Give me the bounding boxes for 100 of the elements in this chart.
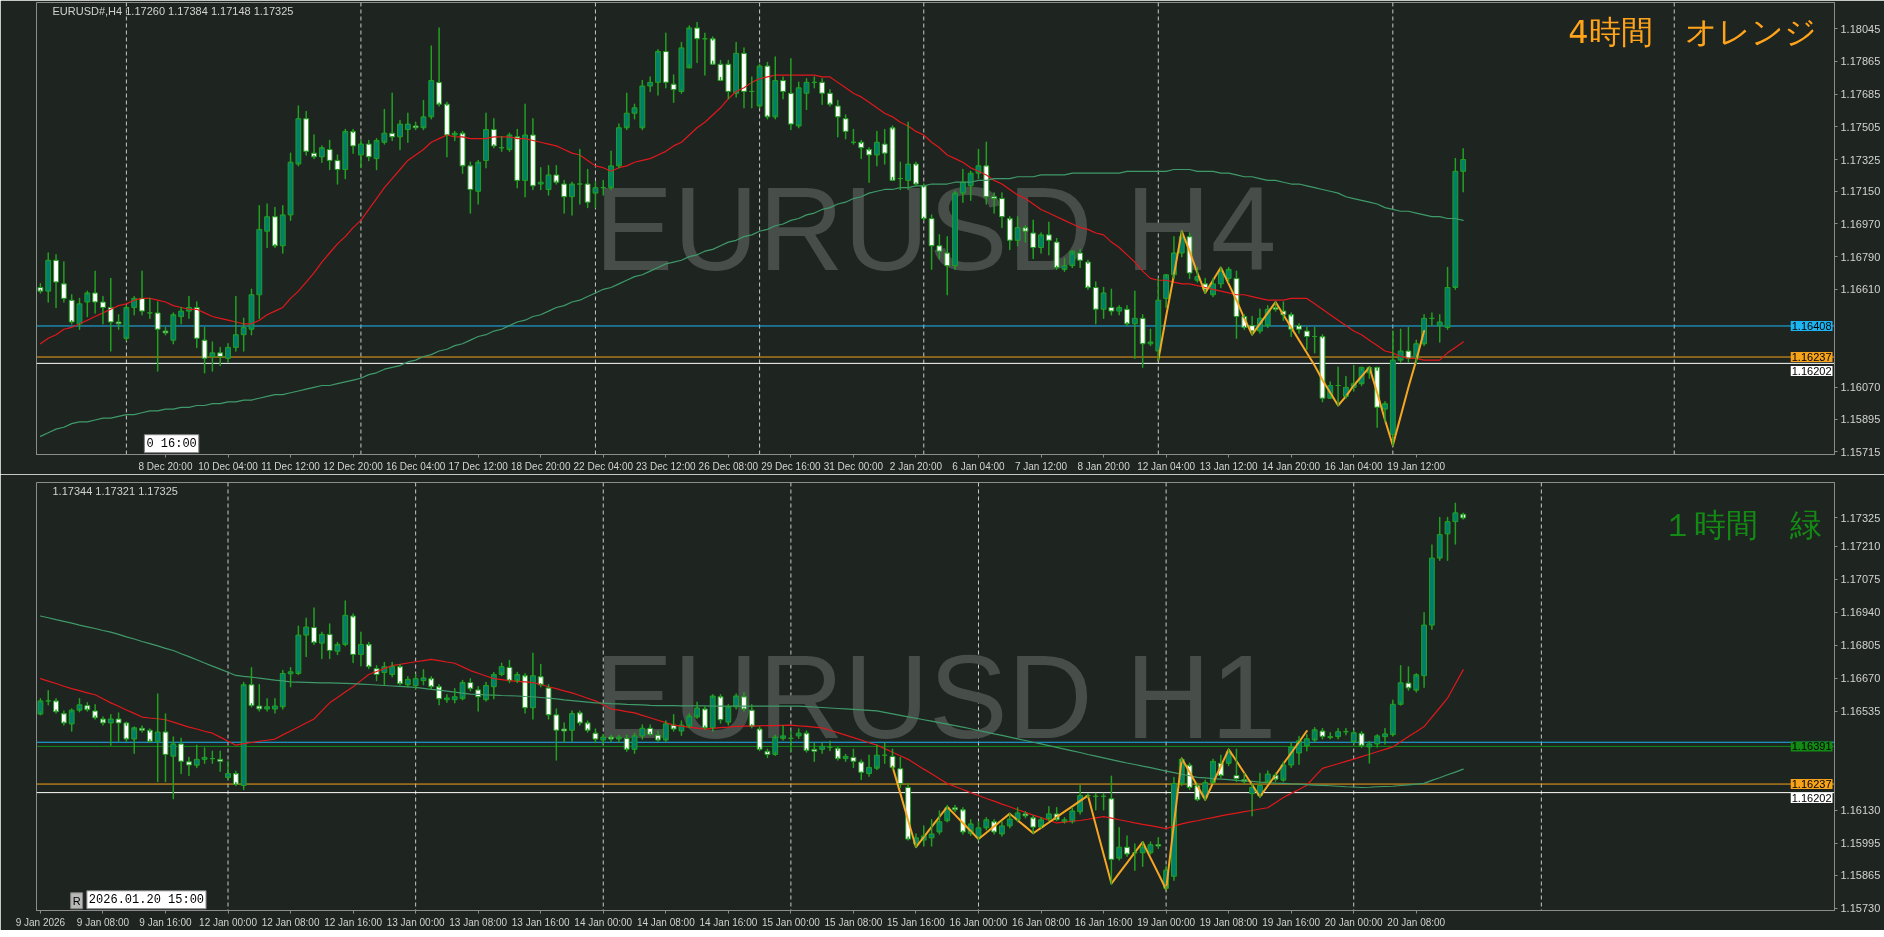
y-tick-label: 1.17325 [1840,511,1881,524]
candlestick [741,47,747,109]
x-tick-label: 8 Dec 20:00 [138,460,193,472]
x-tick-label: 13 Jan 00:00 [386,916,445,928]
candlestick [576,710,583,726]
ref-line-label: 1.16391 [1791,740,1832,753]
candlestick [389,661,396,678]
x-tick-label: 13 Jan 08:00 [449,916,508,928]
candlestick [787,58,794,131]
candlestick [569,181,575,216]
y-tick-label: 1.16970 [1840,217,1881,230]
y-tick-label: 1.17150 [1840,185,1881,198]
x-tick-label: 29 Dec 16:00 [761,460,822,472]
candlestick [92,270,99,314]
x-tick-label: 14 Jan 20:00 [1262,460,1321,472]
x-tick-label: 14 Jan 08:00 [636,916,696,928]
candlestick [358,139,364,169]
x-tick-label: 31 Dec 00:00 [823,460,884,472]
candlestick [772,56,779,120]
candlestick [256,205,263,320]
y-tick-label: 1.17075 [1840,573,1881,586]
candlestick [709,36,716,65]
y-tick-label: 1.16790 [1840,250,1881,263]
candlestick [45,252,52,303]
x-tick-label: 15 Jan 00:00 [761,916,821,928]
candlestick [303,617,310,658]
candlestick [1460,148,1467,193]
candlestick [545,684,552,720]
candlestick [467,161,474,214]
candlestick [1124,835,1130,857]
y-tick-label: 1.16670 [1840,672,1881,685]
candlestick [436,27,443,107]
candlestick [186,756,192,777]
candlestick [1382,401,1388,423]
candlestick [1233,748,1240,783]
ref-line-label: 1.16237 [1791,351,1832,364]
x-tick-label: 17 Dec 12:00 [448,460,509,472]
y-tick-label: 1.18045 [1840,22,1881,35]
y-tick-label: 1.17685 [1840,88,1881,101]
x-tick-label: 9 Jan 08:00 [76,916,130,928]
line-series [39,74,1464,361]
x-tick-label: 15 Jan 08:00 [824,916,883,928]
y-tick-label: 1.16610 [1840,283,1881,296]
candlestick [780,76,786,100]
candlestick [569,710,575,743]
candlestick [522,673,529,714]
candlestick [115,712,122,743]
candlestick [1389,330,1396,447]
candlestick [264,203,271,249]
candlestick [1444,516,1451,562]
candlestick [272,697,278,714]
candlestick [318,145,325,163]
candlestick [647,76,654,93]
candlestick [819,77,826,105]
candlestick [1030,815,1037,834]
candlestick [834,99,841,138]
annotation: R [72,894,81,907]
candlestick [107,714,114,746]
candlestick [178,306,185,325]
candlestick [561,722,568,744]
candlestick [522,103,529,198]
candlestick [37,697,44,716]
candlestick [272,206,278,249]
candlestick [217,750,224,773]
x-tick-label: 26 Dec 08:00 [698,460,759,472]
candlestick [131,726,138,754]
candlestick [1374,733,1381,748]
candlestick [1092,281,1099,325]
x-tick-label: 19 Jan 12:00 [1387,460,1446,472]
x-tick-label: 19 Jan 16:00 [1262,916,1321,928]
chart-title: 1.17344 1.17321 1.17325 [52,484,178,497]
y-tick-label: 1.16535 [1840,705,1881,718]
x-tick-label: 6 Jan 04:00 [952,460,1006,472]
candlestick [350,128,357,154]
y-tick-label: 1.16070 [1840,381,1881,394]
x-tick-label: 18 Dec 20:00 [510,460,571,472]
x-tick-label: 20 Jan 00:00 [1324,916,1384,928]
candlestick [1389,699,1396,737]
x-tick-label: 23 Dec 12:00 [636,460,696,472]
candlestick [490,117,497,149]
y-tick-label: 1.16805 [1840,639,1881,652]
candlestick [311,607,317,646]
candlestick [397,119,403,151]
candlestick [1421,612,1428,688]
ref-line-label: 1.16202 [1791,792,1832,805]
candlestick [1452,502,1459,545]
y-tick-label: 1.15995 [1840,837,1881,850]
x-tick-label: 13 Jan 16:00 [511,916,571,928]
candlestick [404,112,411,144]
candlestick [397,663,403,686]
candlestick [1303,733,1310,752]
candlestick [1163,274,1170,309]
candlestick [256,684,263,712]
x-tick-label: 12 Jan 08:00 [261,916,320,928]
x-tick-label: 14 Jan 00:00 [574,916,633,928]
candlestick [428,45,435,120]
x-tick-label: 16 Dec 04:00 [385,460,446,472]
candlestick [1428,544,1435,630]
y-tick-label: 1.15895 [1840,413,1881,426]
y-tick-label: 1.17505 [1840,120,1881,133]
